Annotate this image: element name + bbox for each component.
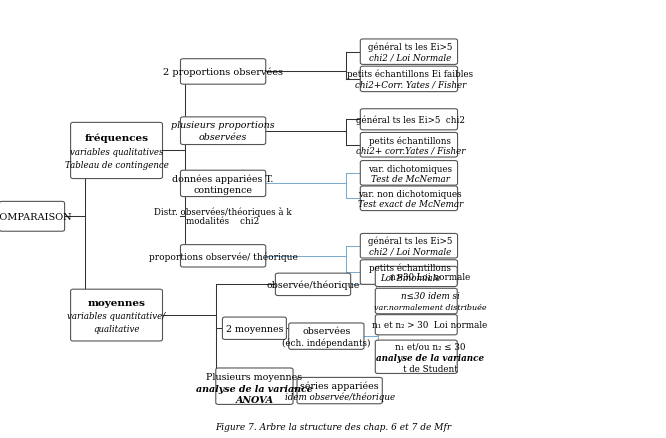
Text: 2 proportions observées: 2 proportions observées bbox=[163, 67, 283, 77]
Text: n₁ et/ou n₂ ≤ 30: n₁ et/ou n₂ ≤ 30 bbox=[395, 342, 465, 351]
FancyBboxPatch shape bbox=[360, 40, 458, 65]
Text: observée/théorique: observée/théorique bbox=[266, 280, 360, 290]
Text: (éch. indépendants): (éch. indépendants) bbox=[282, 338, 370, 347]
Text: 2 moyennes: 2 moyennes bbox=[226, 324, 283, 333]
FancyBboxPatch shape bbox=[360, 67, 458, 92]
Text: chi2+ corr.Yates / Fisher: chi2+ corr.Yates / Fisher bbox=[356, 146, 465, 155]
Text: séries appariées: séries appariées bbox=[300, 381, 379, 390]
Text: chi2 / Loi Normale: chi2 / Loi Normale bbox=[369, 247, 452, 256]
Text: qualitative: qualitative bbox=[93, 324, 140, 333]
Text: n≤30 idem si: n≤30 idem si bbox=[400, 291, 460, 300]
Text: Figure 7. Arbre la structure des chap. 6 et 7 de Mfr: Figure 7. Arbre la structure des chap. 6… bbox=[215, 422, 451, 431]
FancyBboxPatch shape bbox=[71, 123, 163, 179]
Text: Distr. observées/théoriques à k: Distr. observées/théoriques à k bbox=[155, 207, 292, 216]
Text: Tableau de contingence: Tableau de contingence bbox=[65, 161, 168, 170]
FancyBboxPatch shape bbox=[71, 290, 163, 341]
Text: t de Student: t de Student bbox=[402, 364, 458, 373]
FancyBboxPatch shape bbox=[376, 340, 457, 374]
FancyBboxPatch shape bbox=[180, 117, 266, 145]
FancyBboxPatch shape bbox=[180, 171, 266, 197]
Text: analyse de la variance: analyse de la variance bbox=[376, 353, 484, 362]
Text: modalités    chi2: modalités chi2 bbox=[186, 217, 260, 226]
Text: général ts les Ei>5  chi2: général ts les Ei>5 chi2 bbox=[356, 115, 465, 125]
Text: var. non dichotomiques: var. non dichotomiques bbox=[358, 190, 462, 198]
FancyBboxPatch shape bbox=[216, 368, 293, 405]
Text: petits échantillons: petits échantillons bbox=[369, 263, 452, 272]
FancyBboxPatch shape bbox=[360, 110, 458, 131]
Text: variables quantitative/: variables quantitative/ bbox=[67, 312, 166, 321]
Text: var.normalement distribuée: var.normalement distribuée bbox=[374, 303, 486, 311]
Text: COMPARAISON: COMPARAISON bbox=[0, 212, 72, 221]
FancyBboxPatch shape bbox=[360, 234, 458, 258]
Text: n₁ et n₂ > 30  Loi normale: n₁ et n₂ > 30 Loi normale bbox=[372, 321, 488, 329]
Text: var. dichotomiques: var. dichotomiques bbox=[368, 164, 452, 173]
Text: Loi Binomiale: Loi Binomiale bbox=[380, 273, 441, 282]
FancyBboxPatch shape bbox=[376, 267, 457, 287]
FancyBboxPatch shape bbox=[180, 245, 266, 267]
Text: petits échantillons Ei faibles: petits échantillons Ei faibles bbox=[347, 70, 474, 79]
FancyBboxPatch shape bbox=[297, 378, 382, 404]
Text: analyse de la variance: analyse de la variance bbox=[196, 384, 313, 393]
Text: Test de McNemar: Test de McNemar bbox=[371, 174, 450, 183]
Text: Plusieurs moyennes: Plusieurs moyennes bbox=[206, 372, 302, 381]
FancyBboxPatch shape bbox=[180, 60, 266, 85]
Text: chi2 / Loi Normale: chi2 / Loi Normale bbox=[369, 53, 452, 62]
Text: observées: observées bbox=[302, 327, 350, 336]
Text: petits échantillons: petits échantillons bbox=[369, 136, 452, 145]
Text: n>30 Loi normale: n>30 Loi normale bbox=[390, 272, 470, 281]
Text: général ts les Ei>5: général ts les Ei>5 bbox=[368, 236, 452, 246]
FancyBboxPatch shape bbox=[360, 260, 458, 285]
Text: idem observée/théorique: idem observée/théorique bbox=[284, 392, 395, 402]
FancyBboxPatch shape bbox=[376, 289, 457, 314]
Text: ANOVA: ANOVA bbox=[235, 395, 274, 404]
FancyBboxPatch shape bbox=[0, 202, 65, 232]
Text: observées: observées bbox=[199, 133, 247, 142]
FancyBboxPatch shape bbox=[360, 161, 458, 186]
FancyBboxPatch shape bbox=[360, 133, 458, 158]
FancyBboxPatch shape bbox=[222, 317, 286, 340]
FancyBboxPatch shape bbox=[289, 323, 364, 350]
Text: général ts les Ei>5: général ts les Ei>5 bbox=[368, 42, 452, 52]
FancyBboxPatch shape bbox=[275, 273, 350, 296]
Text: variables qualitatives: variables qualitatives bbox=[70, 148, 163, 156]
Text: fréquences: fréquences bbox=[85, 133, 149, 143]
Text: chi2+Corr. Yates / Fisher: chi2+Corr. Yates / Fisher bbox=[354, 81, 466, 89]
Text: plusieurs proportions: plusieurs proportions bbox=[171, 121, 275, 130]
Text: moyennes: moyennes bbox=[88, 299, 145, 307]
Text: contingence: contingence bbox=[194, 185, 252, 194]
FancyBboxPatch shape bbox=[360, 187, 458, 211]
Text: Test exact de McNemar: Test exact de McNemar bbox=[358, 200, 463, 208]
Text: proportions observée/ théorique: proportions observée/ théorique bbox=[149, 251, 298, 261]
Text: données appariées T.: données appariées T. bbox=[172, 174, 274, 184]
FancyBboxPatch shape bbox=[376, 315, 457, 335]
